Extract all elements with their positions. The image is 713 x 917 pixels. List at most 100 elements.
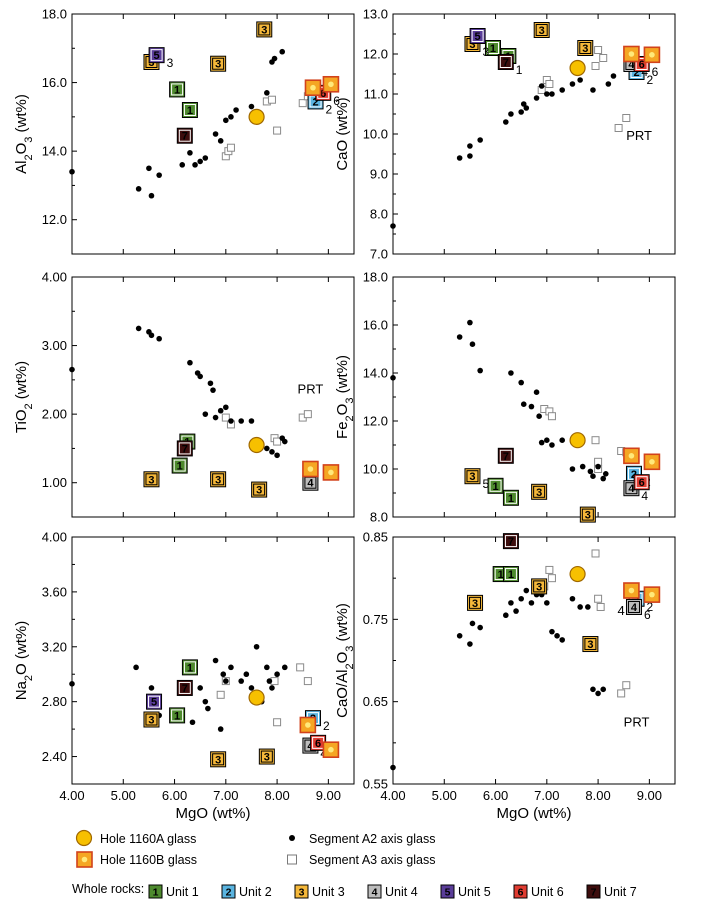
- a2-glass-point: [269, 685, 275, 691]
- a2-glass-point: [274, 452, 280, 459]
- hole-1160b-glow: [328, 81, 334, 88]
- a2-glass-point: [264, 90, 270, 96]
- y-tick-label: 0.65: [363, 694, 388, 709]
- a3-glass-point: [547, 412, 556, 421]
- annotation-label: 4: [618, 603, 625, 618]
- whole-rock-inner-border: [635, 476, 648, 489]
- a2-glass-point: [508, 111, 514, 117]
- whole-rock-inner-border: [504, 491, 517, 504]
- whole-rock-unit-3: [210, 471, 227, 488]
- x-tick-label: 6.00: [162, 788, 187, 803]
- hole-1160b-glow: [328, 469, 334, 476]
- legend-unit-number: 7: [591, 887, 597, 899]
- a3-glass-point: [591, 549, 600, 558]
- a2-glass-point: [264, 664, 270, 671]
- y-tick-label: 18.0: [42, 7, 67, 22]
- whole-rock-inner-border: [178, 442, 191, 455]
- whole-rock-number: 7: [503, 451, 509, 463]
- a2-glass-point: [520, 101, 527, 107]
- whole-rock-number: 4: [628, 483, 635, 495]
- a2-glass-point: [202, 155, 209, 161]
- point-label: 3: [167, 56, 174, 70]
- whole-rock-number: 3: [264, 752, 270, 764]
- annotation-label: PRT: [624, 714, 650, 729]
- whole-rock-number: 5: [475, 31, 481, 43]
- whole-rock-number: 4: [307, 478, 314, 490]
- x-tick-label: 5.00: [111, 788, 136, 803]
- whole-rock-number: 7: [182, 683, 188, 695]
- a2-glass-point: [528, 403, 535, 410]
- whole-rock-inner-border: [584, 638, 597, 651]
- a2-glass-point: [197, 685, 203, 691]
- whole-rock-number: 3: [256, 485, 262, 497]
- a2-glass-point: [544, 91, 550, 97]
- y-tick-label: 3.20: [42, 639, 67, 654]
- hole-1160a-glass-point: [569, 565, 586, 583]
- legend-h1160b-label: Hole 1160B glass: [100, 853, 197, 867]
- a2-glass-point: [148, 192, 155, 199]
- a2-glass-point: [238, 678, 244, 684]
- whole-rock-number: 6: [320, 88, 326, 100]
- whole-rock-unit-3: [210, 751, 227, 768]
- legend-unit-swatch: [440, 884, 455, 899]
- hole-1160b-glow: [649, 591, 655, 598]
- legend-unit-swatch: [586, 884, 601, 899]
- whole-rock-number: 4: [631, 602, 638, 614]
- point-label: 2: [326, 102, 333, 116]
- a2-glass-point: [554, 633, 560, 639]
- whole-rock-unit-5: [469, 28, 486, 44]
- a2-glass-point: [595, 690, 601, 697]
- whole-rock-number: 3: [472, 598, 478, 610]
- a3-glass-point: [303, 677, 312, 686]
- legend-unit-number: 4: [372, 887, 378, 899]
- y-tick-label: 8.0: [370, 207, 388, 222]
- plot-frame: [392, 536, 676, 785]
- legend-unit-label: Unit 4: [385, 885, 418, 899]
- legend-unit-swatch: [148, 884, 163, 899]
- legend-unit-swatch: [294, 884, 309, 899]
- a2-glass-point: [266, 678, 273, 684]
- x-tick-label: 7.00: [213, 788, 238, 803]
- a2-glass-point: [469, 620, 476, 627]
- y-axis-title: CaO/Al2O3 (wt%): [334, 603, 356, 718]
- whole-rock-inner-border: [171, 709, 184, 722]
- a2-glass-point: [477, 137, 483, 143]
- a2-glass-point: [518, 379, 524, 386]
- x-tick-label: 8.00: [585, 788, 610, 803]
- legend-a3-label: Segment A3 axis glass: [309, 853, 435, 867]
- whole-rock-inner-border: [489, 479, 502, 492]
- a2-glass-point: [513, 608, 519, 614]
- whole-rock-unit-1: [181, 659, 198, 676]
- whole-rock-number: 6: [315, 738, 321, 750]
- whole-rock-unit-3: [579, 506, 596, 523]
- whole-rock-unit-5: [148, 47, 165, 64]
- y-axis-title: Fe2O3 (wt%): [334, 355, 356, 439]
- whole-rock-number: 1: [177, 461, 183, 473]
- a2-glass-point: [264, 445, 270, 452]
- a2-glass-point: [503, 119, 509, 125]
- whole-rock-inner-border: [466, 470, 479, 483]
- y-tick-label: 4.00: [42, 530, 67, 545]
- a2-glass-point: [456, 334, 463, 340]
- y-tick-label: 13.0: [363, 7, 388, 22]
- whole-rock-inner-border: [471, 30, 484, 42]
- a2-glass-point: [390, 764, 396, 771]
- a2-glass-point: [212, 657, 219, 664]
- a2-glass-point: [148, 332, 155, 339]
- whole-rock-unit-7: [176, 679, 193, 696]
- a2-glass-point: [197, 158, 203, 165]
- a2-glass-point: [269, 449, 275, 455]
- whole-rock-inner-border: [253, 483, 266, 496]
- whole-rock-number: 3: [215, 59, 221, 71]
- whole-rock-number: 5: [154, 50, 160, 62]
- a2-glass-point: [133, 664, 139, 671]
- a3-glass-point: [599, 54, 608, 62]
- a2-glass-point: [610, 73, 617, 79]
- whole-rock-number: 2: [633, 67, 639, 79]
- a2-glass-point: [538, 439, 545, 446]
- x-tick-label: 9.00: [316, 788, 341, 803]
- a2-glass-point: [228, 664, 234, 671]
- a3-glass-point: [591, 436, 600, 445]
- whole-rock-unit-3: [467, 594, 484, 611]
